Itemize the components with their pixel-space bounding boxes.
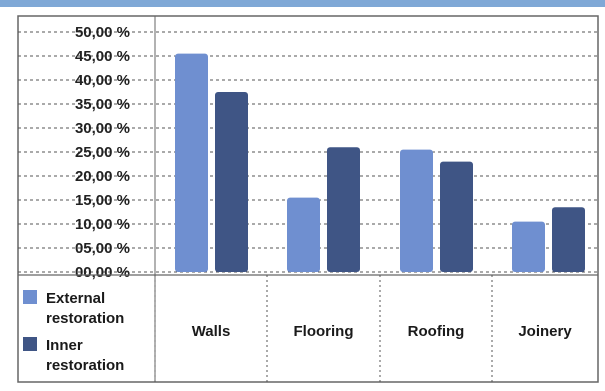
legend-label: External xyxy=(46,290,105,307)
category-label-joinery: Joinery xyxy=(518,323,572,340)
legend-label: restoration xyxy=(46,357,124,374)
legend-label: Inner xyxy=(46,337,83,354)
bar-external-flooring xyxy=(287,197,320,272)
legend-swatch-external xyxy=(23,290,37,304)
y-tick-label: 10,00 % xyxy=(75,216,130,233)
bar-external-joinery xyxy=(512,221,545,272)
bar-inner-roofing xyxy=(440,161,473,272)
y-tick-label: 20,00 % xyxy=(75,168,130,185)
bar-inner-flooring xyxy=(327,147,360,272)
chart-border xyxy=(17,15,599,383)
legend-swatch-inner xyxy=(23,337,37,351)
y-tick-label: 50,00 % xyxy=(75,24,130,41)
bar-inner-joinery xyxy=(552,207,585,272)
category-label-walls: Walls xyxy=(192,323,231,340)
y-tick-label: 05,00 % xyxy=(75,240,130,257)
y-tick-label: 30,00 % xyxy=(75,120,130,137)
top-accent-strip xyxy=(0,0,605,7)
y-tick-label: 45,00 % xyxy=(75,48,130,65)
category-label-flooring: Flooring xyxy=(294,323,354,340)
bar-external-walls xyxy=(175,53,208,272)
y-tick-label: 25,00 % xyxy=(75,144,130,161)
y-tick-label: 40,00 % xyxy=(75,72,130,89)
y-tick-label: 15,00 % xyxy=(75,192,130,209)
y-tick-label: 35,00 % xyxy=(75,96,130,113)
category-label-roofing: Roofing xyxy=(408,323,465,340)
y-tick-label: 00,00 % xyxy=(75,264,130,281)
legend-label: restoration xyxy=(46,310,124,327)
bar-external-roofing xyxy=(400,149,433,272)
bar-inner-walls xyxy=(215,92,248,272)
